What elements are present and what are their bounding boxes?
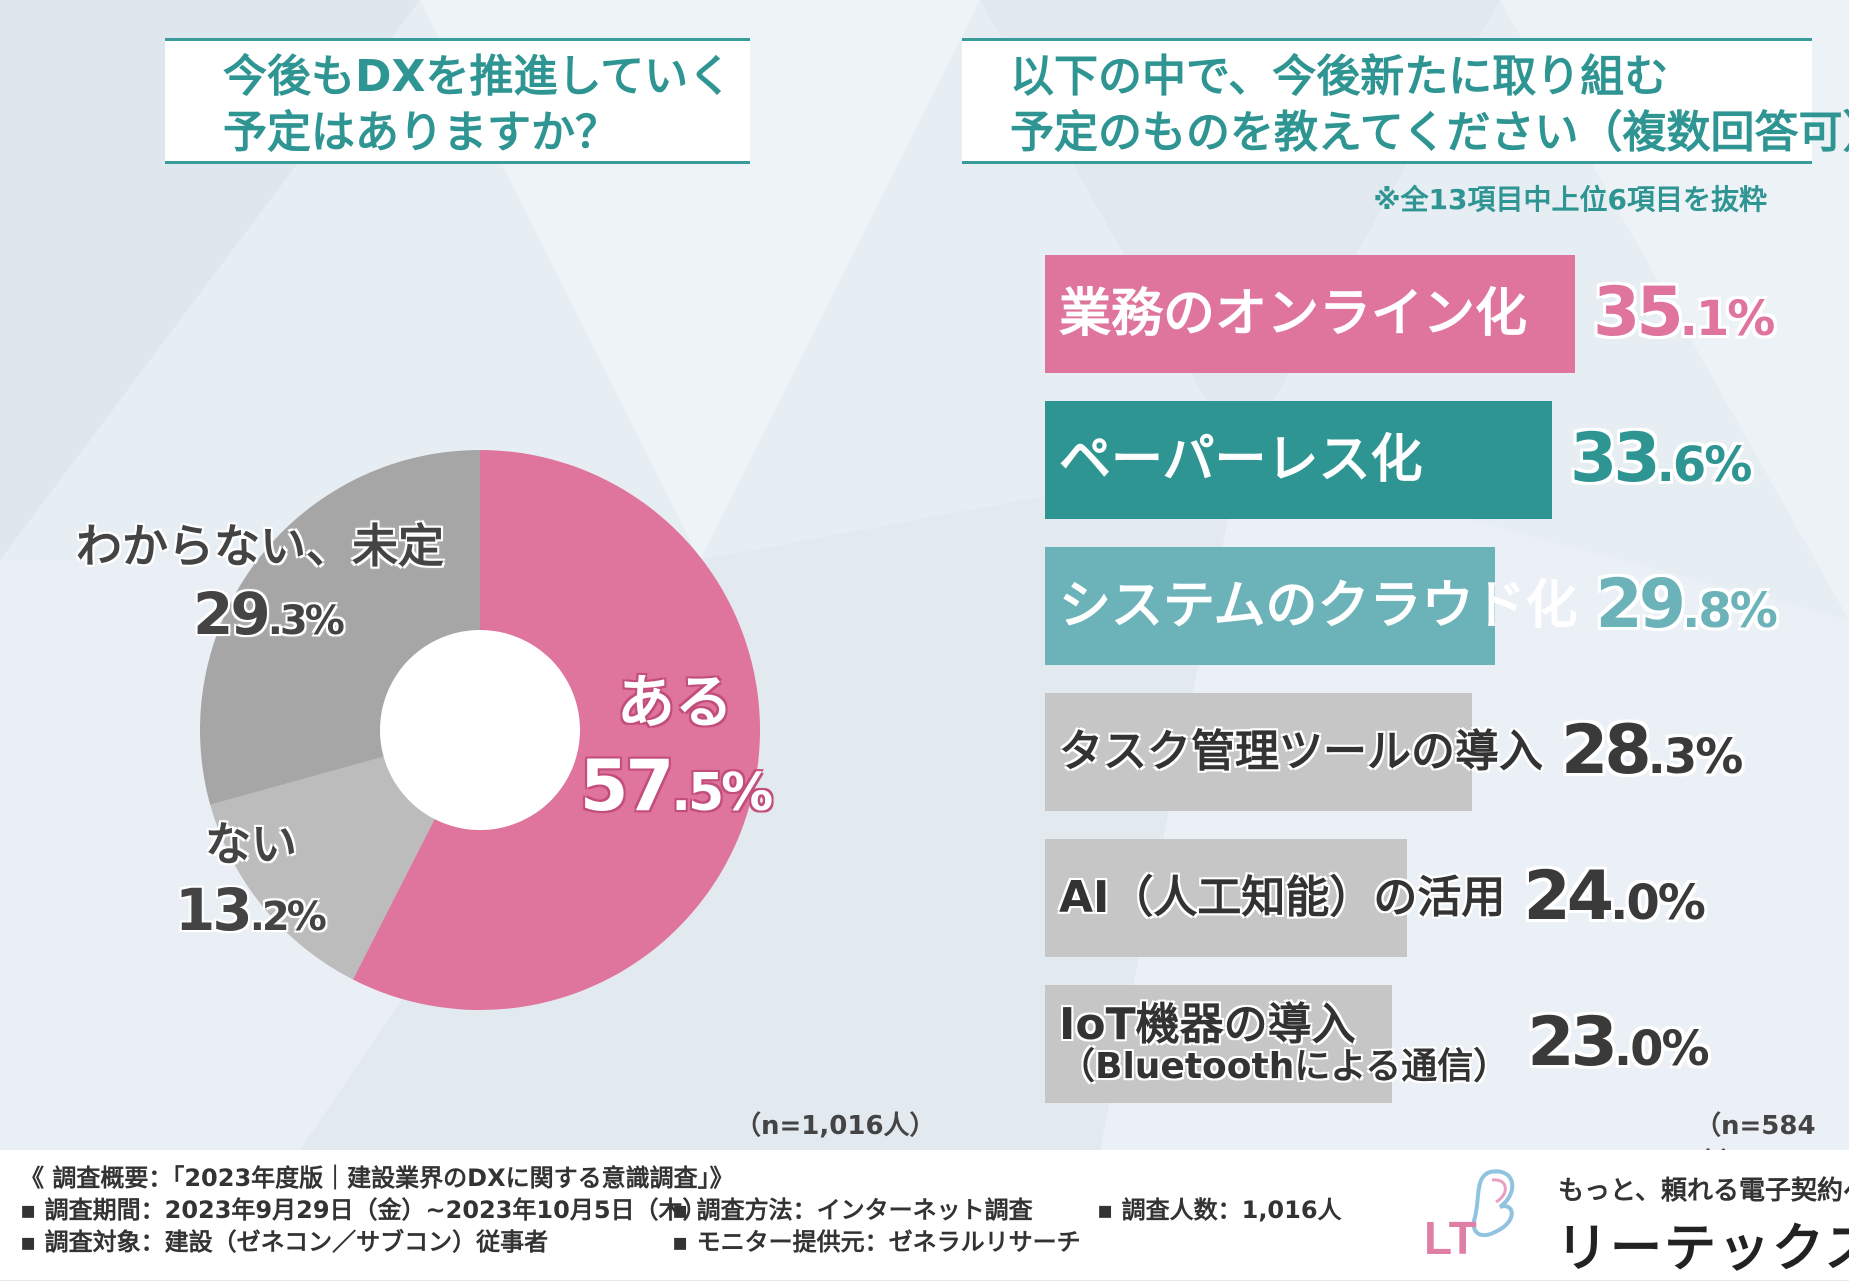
right-title-line1: 以下の中で、今後新たに取り組む <box>1010 51 1669 102</box>
slice-value-no: 13.2% <box>175 876 327 944</box>
survey-monitor: ▪ モニター提供元：ゼネラルリサーチ <box>672 1228 1081 1256</box>
left-title-line1: 今後もDXを推進していく <box>223 51 733 102</box>
bar-label-text-1: ペーパーレス化 <box>1059 429 1423 490</box>
slice-name-yes: ある <box>616 668 733 736</box>
survey-title: 《 調査概要：「2023年度版｜建設業界のDXに関する意識調査」》 <box>20 1164 734 1192</box>
bar-value-1: 33.6% <box>1570 419 1752 498</box>
donut-hole <box>380 630 580 830</box>
bar-4 <box>1045 839 1407 957</box>
bar-label-0: 業務のオンライン化 <box>1059 255 1527 373</box>
bar-1 <box>1045 401 1552 519</box>
left-title-line2: 予定はありますか？ <box>223 107 619 158</box>
excerpt-note: ※全13項目中上位6項目を抜粋 <box>1373 183 1767 216</box>
logo-text: LT <box>1424 1212 1477 1264</box>
slice-value-yes: 57.5% <box>579 745 773 827</box>
survey-target: ▪ 調査対象：建設（ゼネコン／サブコン）従事者 <box>20 1228 549 1256</box>
right-chart-title: 以下の中で、今後新たに取り組む 予定のものを教えてください（複数回答可） <box>962 38 1849 164</box>
bar-label-4: AI（人工知能）の活用 <box>1059 839 1505 957</box>
slice-label-unsure: わからない、未定 29.3% <box>75 510 445 648</box>
donut-chart <box>200 450 760 1011</box>
left-chart-title: 今後もDXを推進していく 予定はありますか？ <box>165 38 750 164</box>
slice-value-unsure: 29.3% <box>193 580 345 648</box>
survey-method: ▪ 調査方法：インターネット調査 <box>672 1196 1033 1224</box>
bar-label-text-3: タスク管理ツールの導入 <box>1059 725 1543 777</box>
slice-label-yes: ある 57.5% <box>575 655 775 827</box>
survey-count: ▪ 調査人数：1,016人 <box>1097 1196 1342 1224</box>
bar-label-text-5: IoT機器の導入 <box>1059 999 1356 1050</box>
bar-value-4: 24.0% <box>1523 857 1705 936</box>
brand-tagline: もっと、頼れる電子契約へ <box>1558 1176 1849 1206</box>
bar-label-text-4: AI（人工知能）の活用 <box>1059 871 1506 923</box>
survey-period: ▪ 調査期間：2023年9月29日（金）~2023年10月5日（木） <box>20 1196 707 1224</box>
bar-2 <box>1045 547 1495 665</box>
bar-value-3: 28.3% <box>1561 711 1743 790</box>
slice-name-unsure: わからない、未定 <box>76 519 444 573</box>
bar-label-5: IoT機器の導入 （Bluetoothによる通信） <box>1059 985 1509 1103</box>
bar-3 <box>1045 693 1472 811</box>
bar-label-sub-5: （Bluetoothによる通信） <box>1059 1046 1510 1088</box>
bar-5 <box>1045 985 1392 1103</box>
bar-label-1: ペーパーレス化 <box>1059 401 1422 519</box>
bar-label-2: システムのクラウド化 <box>1059 547 1577 665</box>
bar-label-3: タスク管理ツールの導入 <box>1059 693 1543 811</box>
slice-name-no: ない <box>205 817 297 871</box>
bar-label-text-2: システムのクラウド化 <box>1059 575 1578 636</box>
slice-label-no: ない 13.2% <box>175 808 335 944</box>
bar-value-2: 29.8% <box>1595 565 1777 644</box>
left-sample-size: （n=1,016人） <box>735 1111 936 1141</box>
survey-footer: 《 調査概要：「2023年度版｜建設業界のDXに関する意識調査」》 ▪ 調査期間… <box>0 1150 1849 1280</box>
bar-value-5: 23.0% <box>1527 1003 1709 1082</box>
right-title-line2: 予定のものを教えてください（複数回答可） <box>1010 107 1849 158</box>
bar-label-text-0: 業務のオンライン化 <box>1059 283 1528 344</box>
leetex-logo-icon: LT <box>1424 1169 1515 1264</box>
brand-name: リーテックス <box>1556 1219 1849 1279</box>
bar-value-0: 35.1% <box>1593 273 1775 352</box>
bar-0 <box>1045 255 1575 373</box>
